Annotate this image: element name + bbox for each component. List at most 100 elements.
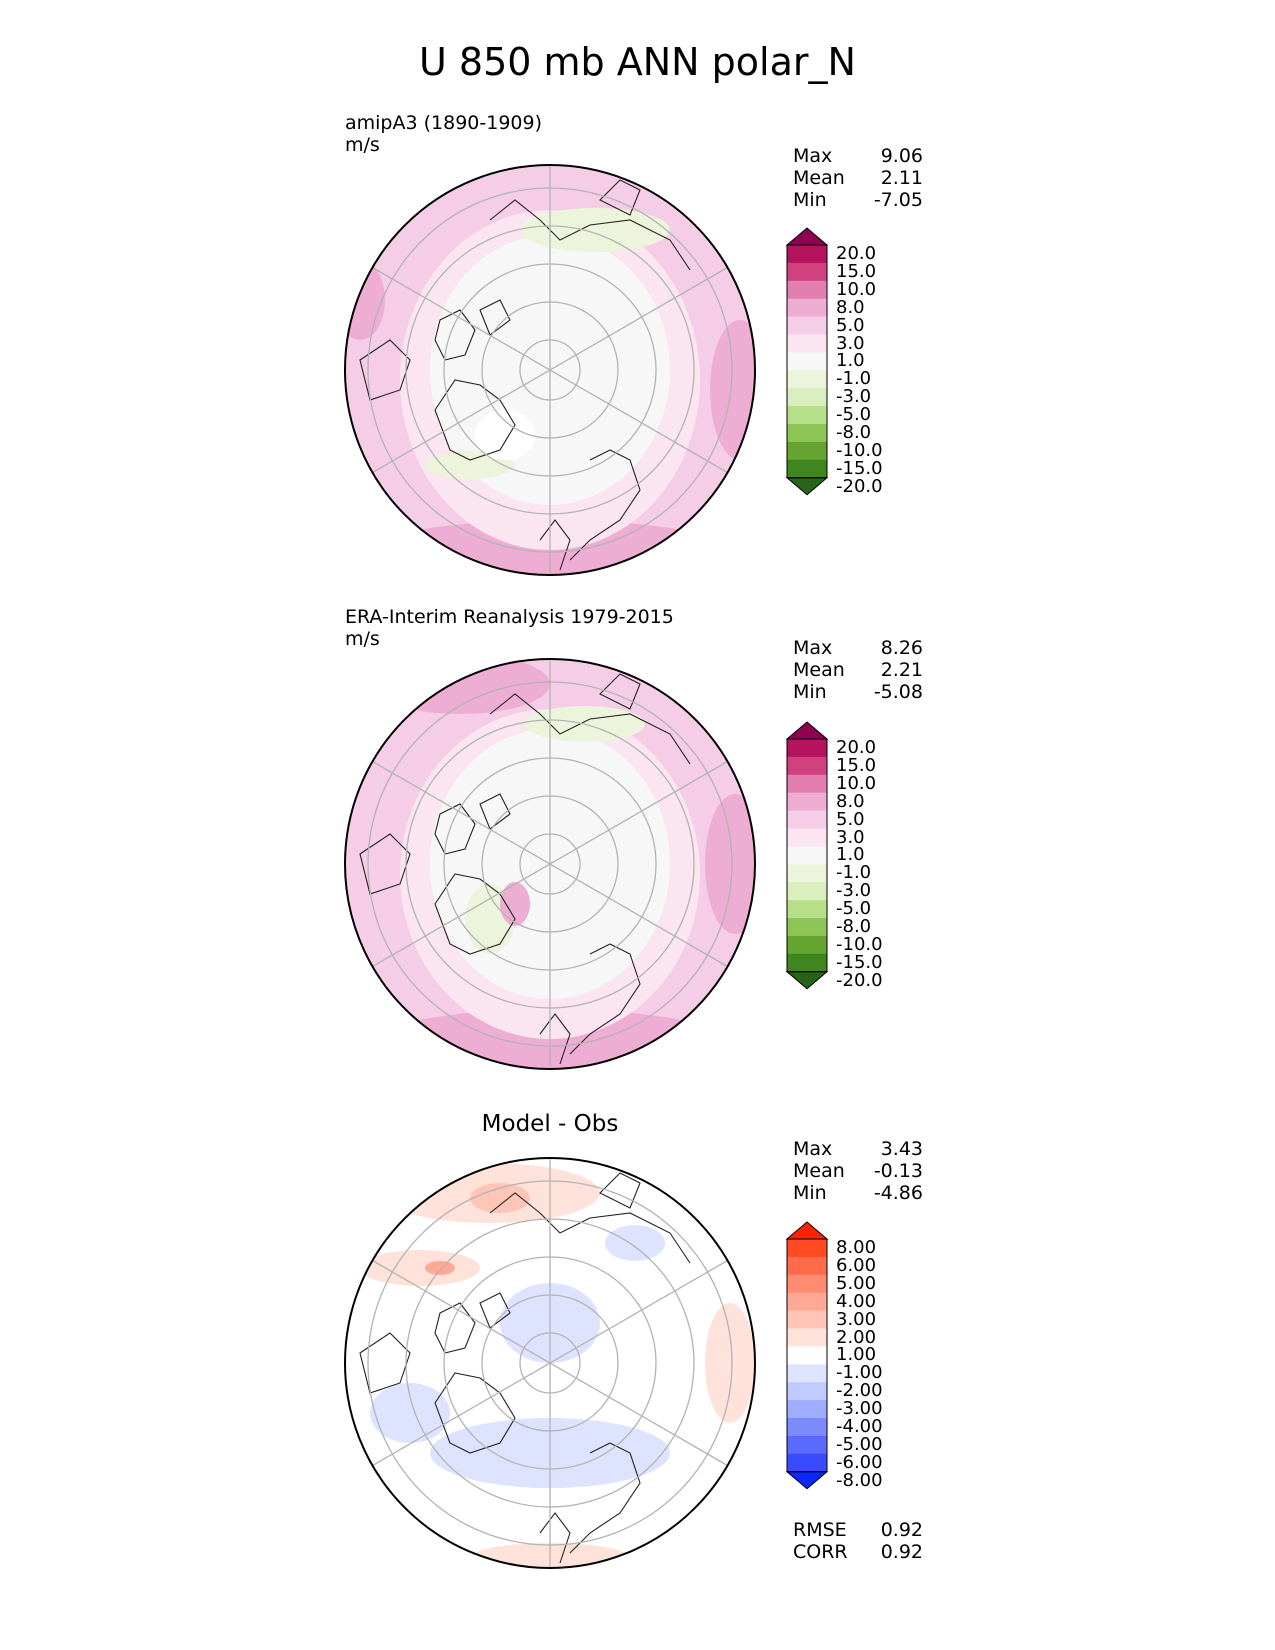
colorbar-segment	[787, 1274, 827, 1293]
colorbar-segment	[787, 882, 827, 901]
obs-polar-map	[344, 658, 756, 1070]
colorbar-segment	[787, 388, 827, 407]
colorbar-segment	[787, 1239, 827, 1258]
colorbar-segment	[787, 424, 827, 443]
colorbar-tick-label: -10.0	[836, 439, 883, 461]
colorbar-tick-label: -5.0	[836, 898, 872, 920]
colorbar-segment	[787, 370, 827, 389]
colorbar-tick-label: 1.0	[836, 350, 865, 372]
colorbar-segment	[787, 1418, 827, 1437]
panel-obs-title: ERA-Interim Reanalysis 1979-2015 m/s	[345, 606, 674, 650]
colorbar-extend-bottom	[785, 1471, 829, 1490]
figure-title: U 850 mb ANN polar_N	[419, 40, 856, 84]
colorbar-segment	[787, 864, 827, 883]
colorbar-segment	[787, 935, 827, 955]
colorbar-segment	[787, 1453, 827, 1472]
colorbar-tick-label: 8.0	[836, 790, 865, 812]
colorbar-segment	[787, 280, 827, 299]
colorbar-segment	[787, 900, 827, 919]
colorbar-tick-label: -1.00	[836, 1362, 883, 1384]
colorbar-tick-label: 8.00	[836, 1237, 877, 1258]
colorbar-segment	[787, 1400, 827, 1419]
colorbar-segment	[787, 245, 827, 264]
colorbar-segment	[787, 953, 827, 972]
colorbar-segment	[787, 316, 827, 335]
colorbar-tick-label: -20.0	[836, 475, 883, 497]
colorbar-tick-label: -5.0	[836, 404, 872, 426]
colorbar-tick-label: -15.0	[836, 951, 883, 973]
colorbar-tick-label: -3.0	[836, 386, 872, 408]
colorbar-segment	[787, 1435, 827, 1455]
colorbar-tick-label: 5.0	[836, 314, 865, 336]
colorbar-extend-top	[785, 1221, 829, 1240]
colorbar-segment	[787, 1310, 827, 1329]
colorbar-segment	[787, 828, 827, 847]
colorbar-segment	[787, 1364, 827, 1383]
colorbar-extend-top	[785, 721, 829, 740]
colorbar-tick-label: 2.00	[836, 1326, 877, 1348]
colorbar-tick-label: 10.0	[836, 278, 877, 300]
colorbar-tick-label: 5.00	[836, 1272, 877, 1294]
colorbar-tick-label: 15.0	[836, 260, 877, 282]
panel-diff-stats: Max 3.43 Mean -0.13 Min -4.86	[793, 1138, 923, 1204]
colorbar-segment	[787, 792, 827, 811]
colorbar-tick-label: -5.00	[836, 1433, 883, 1455]
colorbar-segment	[787, 441, 827, 461]
colorbar-segment	[787, 1382, 827, 1401]
colorbar-tick-label: -6.00	[836, 1451, 883, 1473]
colorbar-model-ticks: 20.0 15.0 10.0 8.0 5.0 3.0 1.0 -1.0 -3.0 -5.0 -8.0…	[836, 245, 883, 496]
colorbar-tick-label: 4.00	[836, 1290, 877, 1312]
colorbar-tick-label: 5.0	[836, 808, 865, 830]
colorbar-segment	[787, 810, 827, 829]
panel-model-title: amipA3 (1890-1909) m/s	[345, 112, 543, 156]
colorbar-tick-label: -8.0	[836, 422, 872, 444]
colorbar-tick-label: 6.00	[836, 1254, 877, 1276]
colorbar-tick-label: 10.0	[836, 772, 877, 794]
colorbar-outline	[786, 738, 828, 973]
colorbar-segment	[787, 334, 827, 353]
colorbar-outline	[786, 1238, 828, 1473]
colorbar-segment	[787, 1256, 827, 1276]
colorbar-segment	[787, 756, 827, 776]
colorbar-tick-label: -10.0	[836, 933, 883, 955]
colorbar-tick-label: -1.0	[836, 862, 872, 884]
colorbar-segment	[787, 352, 827, 371]
colorbar-tick-label: 3.0	[836, 826, 865, 848]
colorbar-diff-ticks: 8.00 6.00 5.00 4.00 3.00 2.00 1.00 -1.00 -2.00 -3…	[836, 1239, 883, 1490]
colorbar-segment	[787, 406, 827, 425]
panel-model-stats: Max 9.06 Mean 2.11 Min -7.05	[793, 145, 923, 211]
colorbar-tick-label: 20.0	[836, 243, 877, 264]
panel-obs-stats: Max 8.26 Mean 2.21 Min -5.08	[793, 637, 923, 703]
colorbar-tick-label: -15.0	[836, 457, 883, 479]
colorbar-tick-label: -1.0	[836, 368, 872, 390]
colorbar-tick-label: 20.0	[836, 737, 877, 758]
panel-diff: Model - Obs	[0, 1111, 1275, 1598]
colorbar-segment	[787, 739, 827, 758]
panel-diff-title: Model - Obs	[481, 1111, 619, 1137]
panel-obs: ERA-Interim Reanalysis 1979-2015 m/s	[0, 492, 1275, 1070]
model-polar-map	[344, 164, 756, 576]
colorbar-outline	[786, 244, 828, 479]
colorbar-tick-label: 3.00	[836, 1308, 877, 1330]
colorbar-tick-label: -8.00	[836, 1469, 883, 1491]
colorbar-tick-label: -20.0	[836, 969, 883, 991]
colorbar-tick-label: -3.00	[836, 1398, 883, 1420]
colorbar-tick-label: 1.0	[836, 844, 865, 866]
colorbar-tick-label: -2.00	[836, 1380, 883, 1402]
colorbar-tick-label: -4.00	[836, 1416, 883, 1438]
colorbar-segment	[787, 774, 827, 793]
colorbar-diff	[785, 1221, 829, 1490]
colorbar-model	[785, 227, 829, 496]
colorbar-extend-top	[785, 227, 829, 246]
colorbar-segment	[787, 1328, 827, 1347]
colorbar-segment	[787, 846, 827, 865]
panel-model: amipA3 (1890-1909) m/s	[0, 0, 1275, 576]
colorbar-segment	[787, 1292, 827, 1311]
colorbar-tick-label: -8.0	[836, 916, 872, 938]
colorbar-tick-label: 3.0	[836, 332, 865, 354]
colorbar-segment	[787, 459, 827, 478]
colorbar-tick-label: -3.0	[836, 880, 872, 902]
colorbar-segment	[787, 298, 827, 317]
colorbar-segment	[787, 262, 827, 282]
colorbar-obs-ticks: 20.0 15.0 10.0 8.0 5.0 3.0 1.0 -1.0 -3.0 -5.0 -8.0…	[836, 739, 883, 990]
